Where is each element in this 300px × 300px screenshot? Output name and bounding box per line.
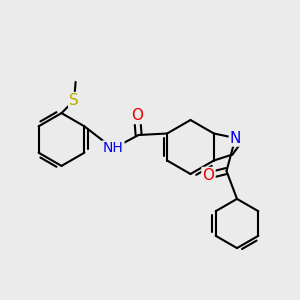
Text: S: S [69, 93, 79, 108]
Text: O: O [202, 168, 214, 183]
Text: N: N [230, 130, 241, 146]
Text: O: O [131, 108, 143, 123]
Text: NH: NH [103, 142, 124, 155]
